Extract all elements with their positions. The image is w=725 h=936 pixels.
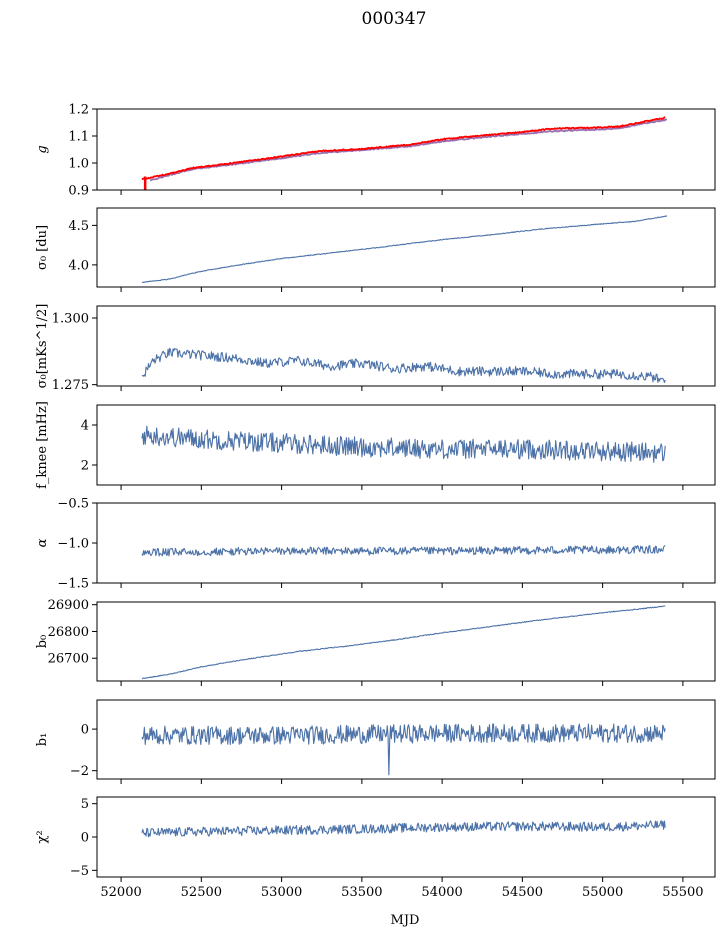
series-line [141, 215, 668, 283]
x-tick-label: 54500 [502, 885, 543, 900]
y-tick-label: 5 [81, 797, 89, 812]
y-tick-label: 0 [81, 831, 89, 846]
axes-frame [96, 108, 716, 191]
y-tick-label: 0.9 [68, 184, 89, 199]
y-tick-label: 4 [81, 419, 89, 434]
y-tick-label: 26800 [48, 625, 89, 640]
panel-4: 2 4 f_knee [mHz] [35, 401, 716, 490]
panels: 0.9 1.0 1.1 1.2 g 4.0 4.5 σ₀ [du] 1.275 1.300σ₀[m… [35, 103, 716, 900]
axes-frame [96, 305, 716, 387]
x-tick-label: 54000 [421, 885, 462, 900]
y-tick-label: 26700 [48, 652, 89, 667]
y-tick-label: −5 [70, 864, 89, 879]
y-axis-label: χ² [35, 830, 50, 843]
y-tick-label: 1.1 [68, 130, 89, 145]
y-tick-label: 1.2 [68, 103, 89, 118]
y-axis-label: σ₀[mKs^1/2] [35, 304, 50, 389]
y-tick-label: 1.300 [52, 312, 89, 327]
panel-7: −2 0 b₁ [35, 699, 716, 784]
axes-frame [96, 207, 716, 288]
panel-6: 26700 26800 26900 b₀ [35, 598, 716, 686]
y-axis-label: b₁ [35, 733, 50, 747]
y-tick-label: 0 [81, 723, 89, 738]
y-tick-label: 26900 [48, 598, 89, 613]
x-tick-label: 52000 [100, 885, 141, 900]
x-tick-label: 55500 [662, 885, 703, 900]
series-line [141, 723, 666, 776]
y-axis-label: α [35, 538, 50, 547]
x-tick-label: 55000 [582, 885, 623, 900]
y-tick-label: 1.275 [52, 378, 89, 393]
panel-2: 4.0 4.5 σ₀ [du] [35, 207, 716, 292]
panel-8: −5 0 5 52000 52500 53000 53500 54000 54500 55000 5… [35, 796, 716, 900]
series-line [141, 544, 666, 557]
axes-frame [96, 601, 716, 682]
series-line [141, 347, 666, 383]
figure-title: 000347 [362, 9, 427, 29]
y-axis-label: σ₀ [du] [35, 225, 50, 270]
series-line [141, 820, 666, 838]
axes-frame [96, 502, 716, 584]
series-line [141, 425, 666, 463]
series-line [141, 605, 666, 680]
y-tick-label: −2 [70, 764, 89, 779]
y-axis-label: f_knee [mHz] [35, 401, 50, 489]
y-tick-label: −1.5 [57, 577, 89, 592]
axes-frame [96, 699, 716, 780]
y-tick-label: −0.5 [57, 497, 89, 512]
axes-frame [96, 404, 716, 486]
y-tick-label: 4.0 [68, 258, 89, 273]
x-tick-label: 52500 [181, 885, 222, 900]
x-tick-label: 53000 [261, 885, 302, 900]
series-line [141, 116, 666, 181]
y-axis-label: g [35, 145, 50, 153]
axes-frame [96, 796, 716, 878]
y-tick-label: 4.5 [68, 219, 89, 234]
x-tick-label: 53500 [341, 885, 382, 900]
y-tick-label: 2 [81, 459, 89, 474]
y-tick-label: 1.0 [68, 157, 89, 172]
x-axis-label: MJD [391, 913, 420, 928]
panel-5: −1.5 −1.0 −0.5 α [35, 497, 716, 592]
panel-1: 0.9 1.0 1.1 1.2 g [35, 103, 716, 199]
y-axis-label: b₀ [35, 635, 50, 649]
y-tick-label: −1.0 [57, 537, 89, 552]
